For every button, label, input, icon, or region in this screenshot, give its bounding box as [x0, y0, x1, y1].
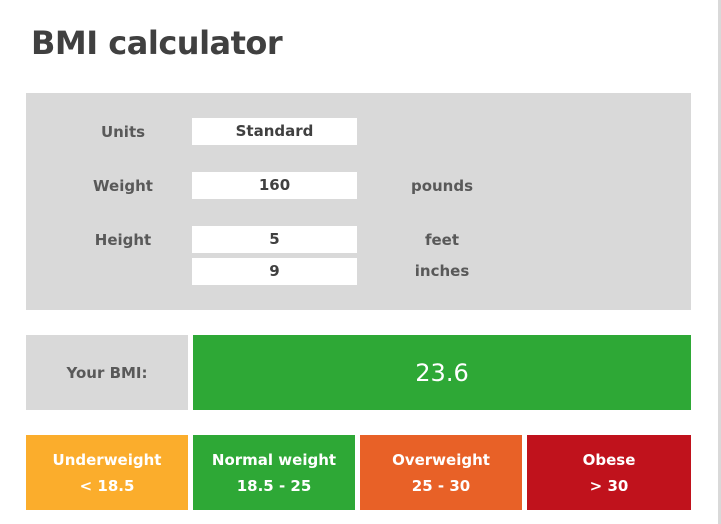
category-normal-weight: Normal weight 18.5 - 25: [193, 435, 355, 510]
bmi-result-label: Your BMI:: [26, 335, 188, 410]
category-underweight: Underweight < 18.5: [26, 435, 188, 510]
page-title: BMI calculator: [31, 24, 283, 62]
units-field[interactable]: Standard: [192, 118, 357, 145]
category-overweight: Overweight 25 - 30: [360, 435, 522, 510]
category-range: > 30: [589, 476, 629, 495]
category-range: < 18.5: [79, 476, 135, 495]
units-label: Units: [100, 123, 146, 141]
height-inches-unit-label: inches: [414, 262, 470, 280]
category-range: 18.5 - 25: [236, 476, 312, 495]
height-label: Height: [94, 231, 152, 249]
category-name: Obese: [582, 450, 636, 469]
height-feet-field[interactable]: 5: [192, 226, 357, 253]
weight-unit-label: pounds: [410, 177, 474, 195]
category-name: Overweight: [392, 450, 490, 469]
category-name: Normal weight: [211, 450, 337, 469]
weight-field[interactable]: 160: [192, 172, 357, 199]
category-name: Underweight: [52, 450, 162, 469]
category-obese: Obese > 30: [527, 435, 691, 510]
bmi-result-value: 23.6: [193, 335, 691, 410]
input-panel: Units Standard Weight 160 pounds Height …: [26, 93, 691, 310]
weight-label: Weight: [93, 177, 153, 195]
height-inches-field[interactable]: 9: [192, 258, 357, 285]
height-feet-unit-label: feet: [424, 231, 460, 249]
category-range: 25 - 30: [411, 476, 471, 495]
